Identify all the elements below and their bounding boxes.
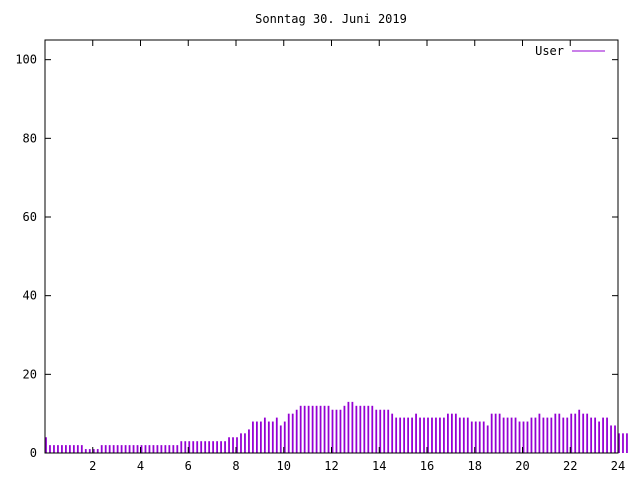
x-tick-label: 4: [137, 459, 144, 473]
x-tick-label: 10: [277, 459, 291, 473]
bar-series-user: [45, 401, 628, 453]
x-tick-label: 24: [611, 459, 625, 473]
x-tick-label: 18: [468, 459, 482, 473]
x-tick-label: 20: [515, 459, 529, 473]
x-tick-label: 16: [420, 459, 434, 473]
y-tick-label: 60: [23, 210, 37, 224]
y-tick-label: 80: [23, 131, 37, 145]
legend: User: [535, 44, 605, 58]
x-tick-label: 8: [232, 459, 239, 473]
y-tick-label: 20: [23, 367, 37, 381]
x-tick-label: 12: [324, 459, 338, 473]
x-tick-label: 22: [563, 459, 577, 473]
chart-title: Sonntag 30. Juni 2019: [255, 12, 407, 26]
x-tick-label: 14: [372, 459, 386, 473]
x-tick-label: 6: [185, 459, 192, 473]
y-tick-label: 100: [15, 53, 37, 67]
legend-label-user: User: [535, 44, 564, 58]
y-tick-label: 40: [23, 289, 37, 303]
x-tick-label: 2: [89, 459, 96, 473]
plot-frame: [44, 39, 619, 454]
y-tick-label: 0: [30, 446, 37, 460]
